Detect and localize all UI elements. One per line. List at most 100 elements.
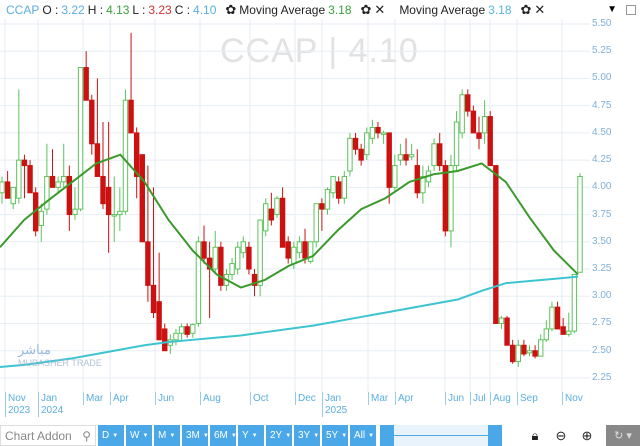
zoom-in-icon[interactable]: ⊕	[581, 427, 593, 443]
period-buttons: D ▼ W ▼ M ▼ 3M ▼ 6M ▼ Y ▼ 2Y ▼ 3Y ▼ 5Y ▼ All ▼	[96, 425, 376, 446]
x-tick-label: Jan	[38, 392, 57, 405]
high-value: 4.13	[106, 2, 130, 17]
checkbox[interactable]	[626, 4, 636, 15]
moving-average-long-line	[0, 275, 579, 369]
period-label: M	[158, 430, 167, 441]
indicator-name: Moving Average	[239, 2, 326, 17]
caret-down-icon: ▼	[112, 432, 119, 439]
x-tick-label: Oct	[250, 392, 269, 405]
period-label: D	[102, 430, 110, 441]
gear-icon[interactable]: ✿	[360, 1, 372, 17]
period-button-w[interactable]: W ▼	[126, 425, 152, 446]
candle-body	[442, 165, 449, 232]
low-label: L :	[132, 2, 146, 17]
period-button-5y[interactable]: 5Y ▼	[322, 425, 348, 446]
candle-body	[133, 132, 140, 177]
caret-down-icon[interactable]: ▼	[607, 4, 617, 15]
indicator-value: 3.18	[488, 2, 512, 17]
candle-body	[302, 241, 308, 259]
candle-body	[369, 126, 376, 139]
candle-body	[291, 246, 297, 265]
candle-body	[139, 154, 145, 243]
range-slider[interactable]	[380, 425, 502, 446]
y-axis[interactable]: 5.50 5.25 5.00 4.75 4.50 4.25 4.00 3.75 3.50 3.25…	[590, 0, 640, 392]
indicator-name: Moving Average	[399, 2, 486, 17]
x-tick-label: Apr	[395, 392, 414, 405]
close-icon[interactable]: ✕	[374, 1, 386, 17]
candle-body	[397, 154, 404, 161]
candle-body	[201, 241, 207, 259]
candle-body	[515, 344, 521, 363]
x-tick-label: Aug	[200, 392, 221, 405]
x-tick-year: 2025	[322, 405, 347, 417]
caret-down-icon: ▼	[313, 432, 320, 439]
period-label: W	[130, 430, 140, 441]
candle-body	[66, 175, 73, 216]
x-tick-year: 2024	[38, 405, 63, 417]
period-button-3y[interactable]: 3Y ▼	[294, 425, 320, 446]
candle-body	[10, 186, 16, 205]
candle-body	[554, 306, 561, 330]
candle-body	[448, 165, 454, 232]
candle-body	[173, 332, 179, 341]
symbol: CCAP	[6, 2, 40, 17]
candle-body	[459, 94, 465, 134]
gear-icon[interactable]: ✿	[520, 1, 532, 17]
chart-addon-search[interactable]: Chart Addon ⚲	[0, 425, 96, 446]
candle-body	[481, 116, 488, 134]
mubasher-logo: مباشر MUBASHER TRADE	[18, 342, 102, 368]
candle-body	[61, 175, 67, 183]
candle-body	[111, 214, 117, 217]
candle-body	[21, 159, 28, 167]
refresh-button[interactable]: ↻ ▾	[606, 425, 640, 446]
candle-body	[307, 241, 314, 262]
zoom-out-icon[interactable]: ⊖	[555, 427, 567, 443]
candle-body	[560, 326, 566, 335]
candle-body	[16, 159, 22, 199]
y-tick-label: 4.00	[592, 181, 612, 193]
period-label: 3M	[186, 430, 200, 441]
open-value: 3.22	[61, 2, 85, 17]
candle-body	[335, 181, 342, 199]
candle-body	[4, 181, 11, 199]
period-button-2y[interactable]: 2Y ▼	[266, 425, 292, 446]
gear-icon[interactable]: ✿	[225, 1, 237, 17]
period-button-d[interactable]: D ▼	[98, 425, 124, 446]
candle-body	[498, 317, 505, 324]
y-tick-label: 2.75	[592, 317, 612, 329]
candle-body	[453, 121, 460, 167]
candle-body	[49, 175, 56, 188]
candle-body	[257, 219, 263, 286]
close-icon[interactable]: ✕	[534, 1, 546, 17]
price-chart[interactable]	[0, 19, 590, 392]
x-axis[interactable]: Nov 2023 Jan 2024 Mar Apr Jun Aug Oct Dec Jan 2025 M…	[0, 392, 590, 424]
period-button-y[interactable]: Y ▼	[238, 425, 264, 446]
candle-body	[358, 148, 364, 161]
x-tick-label: Jun	[445, 392, 464, 405]
candle-body	[543, 328, 550, 341]
candle-body	[105, 186, 112, 216]
moving-average-short-line	[0, 153, 579, 289]
y-tick-label: 3.75	[592, 208, 612, 220]
period-button-m[interactable]: M ▼	[154, 425, 180, 446]
candle-body	[420, 175, 426, 194]
candle-body	[150, 284, 157, 314]
candle-body	[431, 143, 437, 167]
indicator-value: 3.18	[328, 2, 352, 17]
x-tick-label: Dec	[295, 392, 316, 405]
range-handle-right[interactable]	[488, 425, 502, 446]
candle-body	[156, 301, 162, 341]
search-icon: ⚲	[82, 428, 91, 443]
candle-body	[246, 246, 252, 270]
candle-body	[364, 132, 370, 156]
lock-icon[interactable]: 🔒︎	[531, 427, 539, 443]
candle-body	[83, 67, 89, 101]
candle-body	[117, 210, 123, 216]
range-handle-left[interactable]	[380, 425, 394, 446]
period-button-all[interactable]: All ▼	[350, 425, 376, 446]
candle-body	[251, 273, 258, 286]
period-button-3m[interactable]: 3M ▼	[182, 425, 209, 446]
period-button-6m[interactable]: 6M ▼	[210, 425, 237, 446]
candle-body	[178, 326, 185, 334]
candle-body	[27, 165, 33, 194]
